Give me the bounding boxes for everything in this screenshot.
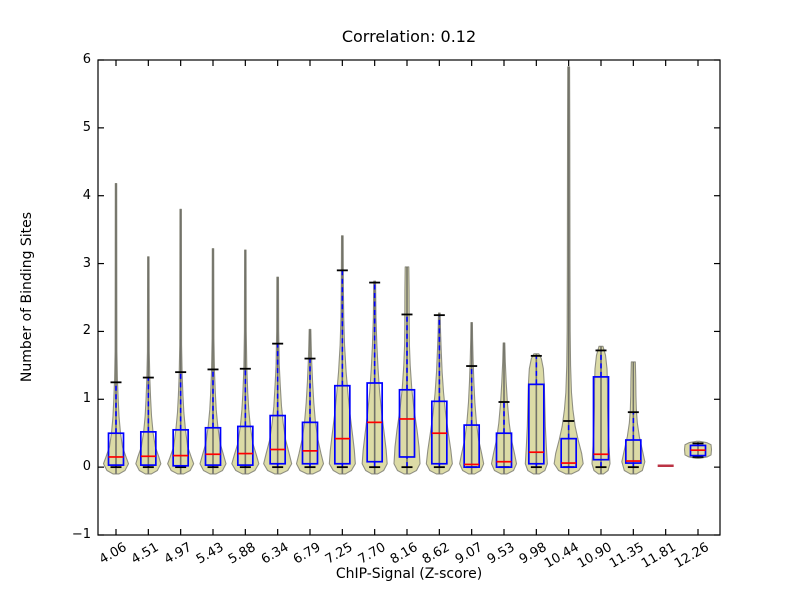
y-axis-label: Number of Binding Sites	[19, 211, 35, 383]
box-9.98	[527, 383, 545, 465]
box-5.88	[236, 425, 254, 466]
box-4.97	[172, 428, 190, 467]
box-10.44	[560, 437, 578, 468]
y-tick-label: 1	[82, 391, 91, 407]
box-9.07	[463, 424, 481, 468]
y-tick-label: 0	[82, 459, 91, 475]
box-7.25	[333, 384, 351, 465]
y-tick-label: 5	[82, 119, 91, 135]
y-tick-label: −1	[71, 527, 91, 542]
box-4.06	[107, 432, 125, 466]
box-4.51	[139, 431, 157, 466]
box-8.16	[398, 388, 416, 458]
box-10.90	[592, 376, 610, 461]
box-5.43	[204, 426, 222, 466]
box-6.34	[269, 414, 287, 465]
axes-frame	[97, 59, 721, 536]
x-axis-label: ChIP-Signal (Z-score)	[335, 566, 483, 582]
box-9.53	[495, 432, 513, 468]
chart-title: Correlation: 0.12	[341, 27, 477, 46]
box-6.79	[301, 421, 319, 465]
y-tick-label: 2	[82, 323, 91, 339]
y-tick-label: 3	[82, 255, 91, 271]
box-11.35	[624, 439, 642, 464]
y-tick-label: 4	[82, 187, 91, 203]
y-tick-label: 6	[82, 52, 91, 67]
